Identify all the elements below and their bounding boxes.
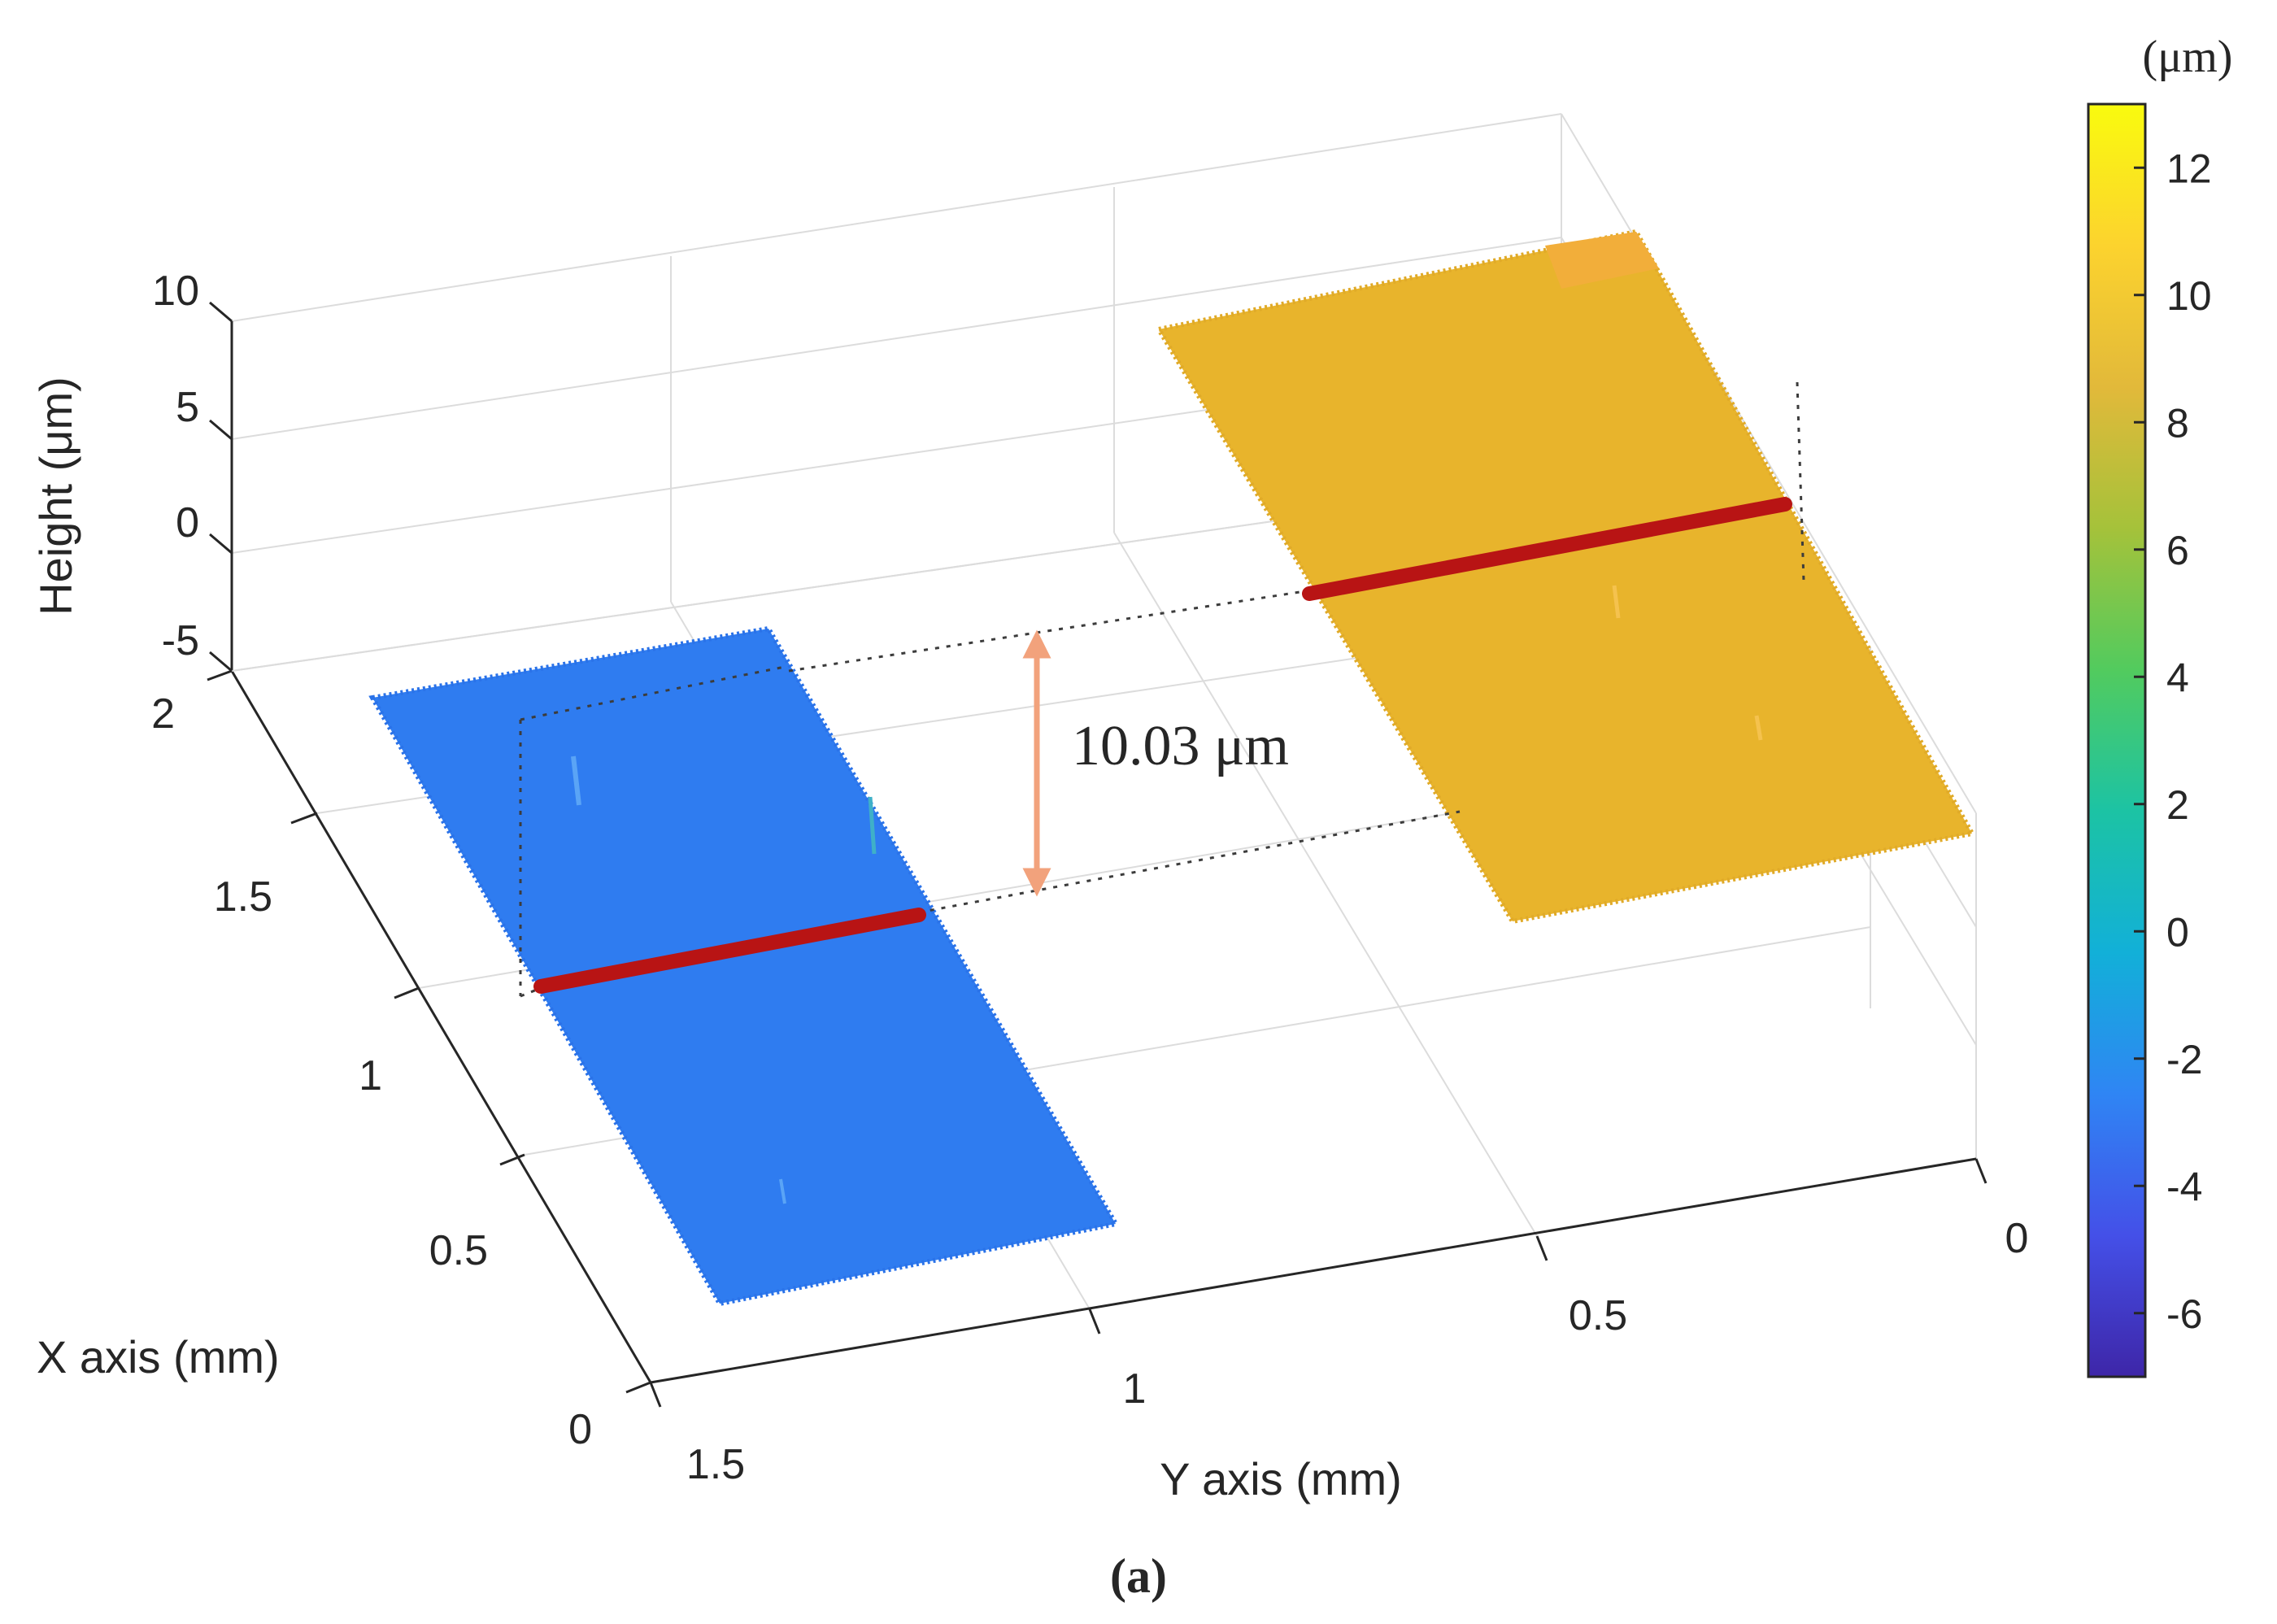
x-tick-label: 2	[151, 690, 175, 738]
y-axis-label: Y axis (mm)	[1160, 1453, 1402, 1504]
colorbar-tick-label: 0	[2166, 909, 2189, 955]
x-axis: 2 1.5 1 0.5 0 X axis (mm)	[37, 669, 651, 1453]
x-axis-label: X axis (mm)	[37, 1331, 280, 1382]
y-tick-label: 0.5	[1569, 1292, 1627, 1339]
y-tick-label: 1.5	[686, 1441, 745, 1488]
z-axis-label: Height (μm)	[30, 377, 81, 616]
colorbar-tick-label: 12	[2166, 146, 2212, 191]
y-tick-label: 0	[2005, 1215, 2029, 1262]
colorbar: (μm) 12 10 8 6 4 2 0 -2 -4 -6	[2087, 32, 2233, 1378]
x-tick-label: 1	[359, 1052, 382, 1099]
colorbar-tick-label: 4	[2166, 655, 2189, 700]
height-difference-label: 10.03 μm	[1072, 715, 1289, 777]
colorbar-tick-label: 6	[2166, 528, 2189, 573]
z-axis: 10 5 0 -5 Height (μm)	[30, 268, 233, 673]
colorbar-tick-label: -4	[2166, 1164, 2202, 1209]
high-surface-yellow	[1155, 229, 1976, 925]
z-tick-label: 5	[176, 384, 199, 431]
y-axis: 1.5 1 0.5 0 Y axis (mm)	[649, 1158, 2029, 1504]
y-tick-label: 1	[1123, 1365, 1147, 1413]
z-tick-label: 0	[176, 499, 199, 546]
colorbar-tick-label: 2	[2166, 782, 2189, 828]
colorbar-tick-label: 10	[2166, 273, 2212, 319]
colorbar-tick-label: 8	[2166, 400, 2189, 446]
z-tick-label: -5	[162, 617, 199, 664]
figure-caption: (a)	[1110, 1549, 1167, 1603]
colorbar-ticks: 12 10 8 6 4 2 0 -2 -4 -6	[2134, 146, 2212, 1337]
x-tick-label: 0	[568, 1406, 592, 1453]
colorbar-label: (μm)	[2143, 32, 2233, 82]
x-tick-label: 0.5	[429, 1227, 488, 1274]
x-tick-label: 1.5	[214, 873, 272, 921]
dotted-guide-lines	[519, 381, 1805, 998]
z-tick-label: 10	[152, 268, 199, 315]
colorbar-tick-label: -6	[2166, 1291, 2202, 1337]
colorbar-gradient-bar	[2087, 102, 2147, 1378]
colorbar-tick-label: -2	[2166, 1037, 2202, 1082]
low-surface-blue	[368, 625, 1120, 1307]
profile-line-high	[1302, 497, 1792, 601]
profile-line-low	[533, 908, 926, 994]
